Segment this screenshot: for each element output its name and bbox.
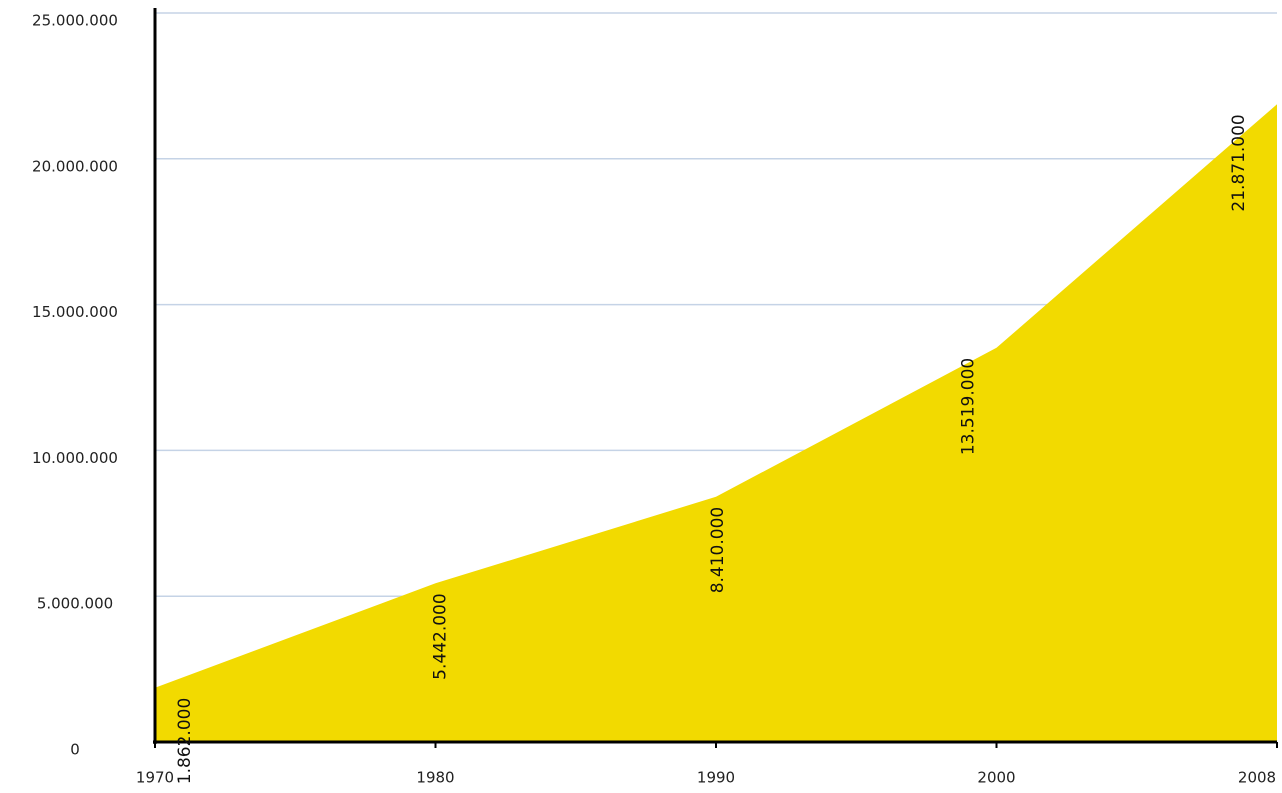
- x-tick-label: 1970: [136, 769, 174, 787]
- y-tick-label: 10.000.000: [32, 449, 118, 467]
- data-label: 5.442.000: [431, 593, 451, 680]
- data-label: 8.410.000: [708, 507, 728, 594]
- area: [155, 104, 1277, 742]
- y-tick-label: 15.000.000: [32, 303, 118, 321]
- x-tick-label: 1990: [697, 769, 735, 787]
- y-tick-label: 20.000.000: [32, 157, 118, 175]
- x-tick-label: 2008: [1238, 769, 1276, 787]
- y-tick-label: 0: [70, 741, 80, 759]
- data-label: 1.862.000: [175, 698, 195, 785]
- y-tick-label: 5.000.000: [37, 595, 113, 613]
- x-tick-label: 1980: [416, 769, 454, 787]
- y-tick-label: 25.000.000: [32, 12, 118, 30]
- data-label: 13.519.000: [959, 358, 979, 455]
- x-tick-label: 2000: [977, 769, 1015, 787]
- data-label: 21.871.000: [1229, 114, 1249, 211]
